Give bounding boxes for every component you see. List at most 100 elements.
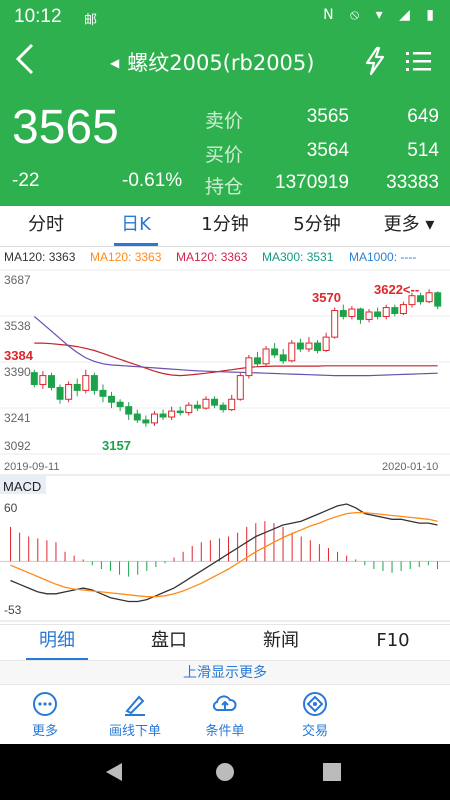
candle-body bbox=[73, 383, 81, 391]
tab-label: 明细 bbox=[39, 630, 75, 651]
tab-more[interactable]: 更多 ▾ bbox=[374, 206, 444, 246]
candle-body bbox=[125, 406, 133, 415]
ma-legend-item: MA120: 3363 bbox=[176, 250, 248, 264]
tab-5min[interactable]: 5分钟 bbox=[282, 206, 352, 246]
macd-panel bbox=[0, 503, 450, 603]
tab-order-book[interactable]: 盘口 bbox=[124, 625, 214, 661]
macd-title-bg bbox=[0, 476, 46, 494]
clock: 10:12 bbox=[14, 6, 62, 27]
home-nav-icon[interactable] bbox=[214, 761, 236, 783]
candle-body bbox=[236, 375, 244, 400]
candle-body bbox=[425, 292, 433, 303]
system-icons: N ⦸ ▾ ◢ ▮ bbox=[323, 7, 440, 23]
candle-body bbox=[142, 419, 150, 424]
candle-body bbox=[133, 413, 141, 421]
caret-left-icon: ◀ bbox=[110, 56, 120, 70]
macd-dea-line bbox=[10, 511, 438, 598]
tab-f10[interactable]: F10 bbox=[348, 625, 438, 661]
lightning-button[interactable] bbox=[362, 46, 388, 76]
bottom-toolbar: 更多 画线下单 条件单 交易 bbox=[0, 684, 450, 745]
price-change-percent: -0.61% bbox=[122, 170, 183, 191]
kline-chart[interactable]: 3687 3538 3390 3241 3092 3384 3157 3570 … bbox=[0, 266, 450, 626]
price-change: -22 bbox=[12, 170, 40, 191]
candle-body bbox=[279, 354, 287, 362]
tab-label: 盘口 bbox=[151, 630, 187, 651]
ma-line-red bbox=[34, 342, 438, 377]
candle-body bbox=[391, 307, 399, 314]
contract-name: 螺纹2005(rb2005) bbox=[127, 51, 315, 75]
candle-body bbox=[150, 413, 158, 424]
contract-title[interactable]: ◀ 螺纹2005(rb2005) bbox=[110, 48, 314, 78]
candle-body bbox=[39, 375, 47, 385]
tab-label: 5分钟 bbox=[293, 214, 341, 235]
ask-label: 卖价 bbox=[205, 111, 244, 132]
candle-body bbox=[365, 311, 373, 320]
bid-row: 买价 3564 514 bbox=[205, 140, 445, 170]
candle-body bbox=[108, 395, 116, 403]
end-date-label: 2020-01-10 bbox=[382, 461, 438, 473]
candle-body bbox=[56, 386, 64, 400]
chart-labels: 3687 3538 3390 3241 3092 3384 3157 3570 … bbox=[0, 273, 438, 617]
candle-body bbox=[65, 383, 73, 400]
tab-label: F10 bbox=[376, 630, 410, 651]
candle-body bbox=[159, 413, 167, 418]
tab-news[interactable]: 新闻 bbox=[236, 625, 326, 661]
back-nav-icon[interactable] bbox=[104, 761, 124, 783]
tool-label: 交易 bbox=[301, 724, 328, 739]
candle-body bbox=[253, 357, 261, 365]
menu-button[interactable] bbox=[406, 50, 432, 74]
more-icon bbox=[33, 692, 57, 716]
candle-body bbox=[262, 348, 270, 365]
swipe-up-hint[interactable]: 上滑显示更多 bbox=[0, 660, 450, 685]
candle-body bbox=[202, 398, 210, 409]
candle-body bbox=[399, 304, 407, 314]
macd-dif-line bbox=[10, 503, 438, 603]
candle-body bbox=[211, 398, 219, 406]
candle-body bbox=[374, 311, 382, 317]
candle-body bbox=[339, 310, 347, 317]
candle-body bbox=[356, 308, 364, 320]
peak-marker: 3622<-- bbox=[374, 282, 419, 297]
candle-body bbox=[116, 401, 124, 408]
list-menu-icon bbox=[406, 52, 431, 71]
candle-body bbox=[288, 342, 296, 362]
y-tick-label: 3538 bbox=[4, 319, 31, 333]
candle-body bbox=[271, 348, 279, 356]
back-button[interactable] bbox=[10, 42, 40, 85]
candle-body bbox=[30, 372, 38, 385]
ask-volume: 649 bbox=[407, 106, 439, 127]
more-button[interactable]: 更多 bbox=[0, 691, 90, 739]
trade-button[interactable]: 交易 bbox=[270, 691, 360, 739]
top-bar: ◀ 螺纹2005(rb2005) bbox=[0, 34, 450, 96]
y-tick-label: 3687 bbox=[4, 273, 31, 287]
moving-average-lines bbox=[33, 315, 438, 377]
tab-label: 1分钟 bbox=[201, 214, 249, 235]
candle-body bbox=[331, 310, 339, 338]
high-marker: 3570 bbox=[312, 290, 341, 305]
candle-body bbox=[245, 357, 253, 377]
candle-body bbox=[193, 404, 201, 409]
tab-label: 更多 ▾ bbox=[383, 214, 435, 235]
candle-body bbox=[228, 398, 236, 411]
ma-legend-item: MA120: 3363 bbox=[4, 250, 76, 264]
tool-label: 条件单 bbox=[205, 724, 245, 739]
chart-grid bbox=[0, 269, 450, 622]
candle-body bbox=[47, 375, 55, 388]
candle-body bbox=[348, 308, 356, 317]
candle-body bbox=[168, 410, 176, 418]
tool-label: 更多 bbox=[31, 724, 58, 739]
cloud-upload-icon bbox=[212, 695, 237, 712]
tab-intraday[interactable]: 分时 bbox=[18, 206, 74, 246]
tab-1min[interactable]: 1分钟 bbox=[190, 206, 260, 246]
tab-label: 日K bbox=[121, 214, 151, 235]
tab-daily-k[interactable]: 日K bbox=[104, 206, 168, 246]
bid-price: 3564 bbox=[306, 140, 349, 161]
notification-icon: 邮 bbox=[84, 13, 98, 28]
conditional-order-button[interactable]: 条件单 bbox=[180, 691, 270, 739]
y-tick-label: 3092 bbox=[4, 439, 31, 453]
candle-body bbox=[90, 375, 98, 391]
recents-nav-icon[interactable] bbox=[322, 762, 342, 782]
tab-detail[interactable]: 明细 bbox=[12, 625, 102, 661]
draw-line-order-button[interactable]: 画线下单 bbox=[90, 691, 180, 739]
macd-y-max: 60 bbox=[4, 501, 18, 515]
